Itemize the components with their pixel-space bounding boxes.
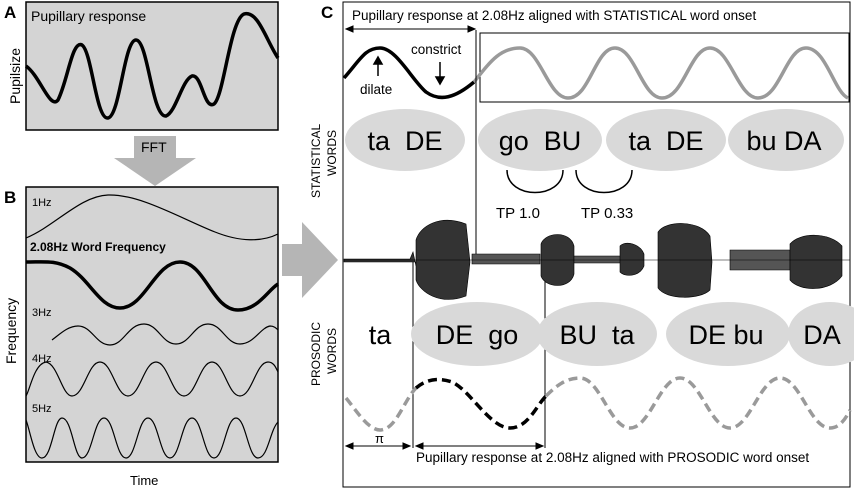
statistical-word: ta DE	[367, 126, 442, 156]
statistical-word-ellipse	[478, 109, 602, 171]
prosodic-wave-lead	[344, 386, 418, 432]
dilate-arrow	[372, 55, 384, 76]
fft-arrow	[114, 136, 196, 186]
panel-a-ylabel: Pupilsize	[7, 48, 23, 104]
wave-3hz	[51, 323, 279, 346]
statistical-side-label-1: STATISTICAL	[309, 123, 323, 198]
fft-label: FFT	[141, 139, 167, 155]
statistical-word: go BU	[499, 126, 582, 156]
panel-b-ylabel: Frequency	[3, 298, 19, 364]
prosodic-wave-repeat	[544, 376, 852, 430]
prosodic-side-label-2: WORDS	[325, 328, 339, 374]
bottom-span-arrow	[414, 442, 545, 450]
statistical-side-label-2: WORDS	[325, 130, 339, 176]
prosodic-word: BU ta	[559, 320, 635, 350]
prosodic-wave-aligned-cycle	[414, 377, 548, 430]
statistical-word: bu DA	[746, 126, 821, 156]
prosodic-word-ellipse	[411, 302, 543, 366]
prosodic-word: DE go	[436, 320, 519, 350]
tp-label-1: TP 1.0	[496, 205, 540, 222]
alignment-lines	[412, 30, 546, 448]
statistical-wave-repeat	[472, 46, 849, 100]
repeat-cycles-box	[479, 32, 850, 103]
row-label-5hz: 5Hz	[32, 403, 52, 415]
prosodic-word-ellipse	[537, 302, 657, 366]
prosodic-word-ellipse	[788, 302, 854, 366]
panel-c-frame	[342, 1, 851, 488]
prosodic-word: DE bu	[688, 320, 763, 350]
statistical-word-ellipse	[345, 109, 465, 171]
wave-2-08hz	[25, 260, 280, 312]
statistical-word: ta DE	[628, 126, 703, 156]
panel-c-letter: C	[321, 3, 333, 22]
statistical-wave-first-cycle	[342, 46, 476, 100]
row-label-4hz: 4Hz	[32, 353, 52, 365]
top-span-arrow	[344, 25, 477, 33]
top-caption: Pupillary response at 2.08Hz aligned wit…	[352, 8, 756, 23]
tp-arc-1	[506, 169, 564, 194]
prosodic-word-ellipses	[411, 302, 854, 366]
panel-b-letter: B	[4, 188, 16, 207]
transfer-arrow	[282, 222, 338, 298]
wave-1hz	[25, 194, 279, 241]
panel-a	[24, 1, 280, 131]
panel-a-letter: A	[4, 3, 16, 22]
panel-b-frame	[25, 186, 279, 463]
tp-arc-2	[575, 169, 633, 194]
prosodic-side-label-1: PROSODIC	[309, 322, 323, 386]
row-label-3hz: 3Hz	[32, 307, 52, 319]
statistical-word-ellipse	[728, 109, 844, 171]
tp-label-2: TP 0.33	[581, 205, 633, 222]
pi-span-arrow	[344, 442, 412, 450]
constrict-label: constrict	[411, 42, 462, 57]
panel-b-xlabel: Time	[130, 473, 158, 488]
row-label-1hz: 1Hz	[32, 197, 52, 209]
constrict-arrow	[434, 62, 446, 86]
prosodic-word: DA	[803, 320, 841, 350]
panel-b	[25, 186, 280, 463]
prosodic-word-ellipse	[666, 302, 790, 366]
dilate-label: dilate	[360, 82, 392, 97]
statistical-word-ellipses	[345, 109, 844, 171]
wave-5hz	[25, 417, 279, 459]
prosodic-word: ta	[369, 320, 393, 350]
bottom-caption: Pupillary response at 2.08Hz aligned wit…	[416, 450, 809, 465]
speech-waveform	[343, 220, 850, 300]
pi-label: π	[375, 431, 384, 446]
row-label-2-08hz: 2.08Hz Word Frequency	[30, 240, 166, 254]
statistical-word-ellipse	[606, 109, 726, 171]
wave-4hz	[25, 361, 279, 397]
panel-a-title: Pupillary response	[31, 8, 146, 24]
pupil-response-wave	[24, 12, 280, 120]
